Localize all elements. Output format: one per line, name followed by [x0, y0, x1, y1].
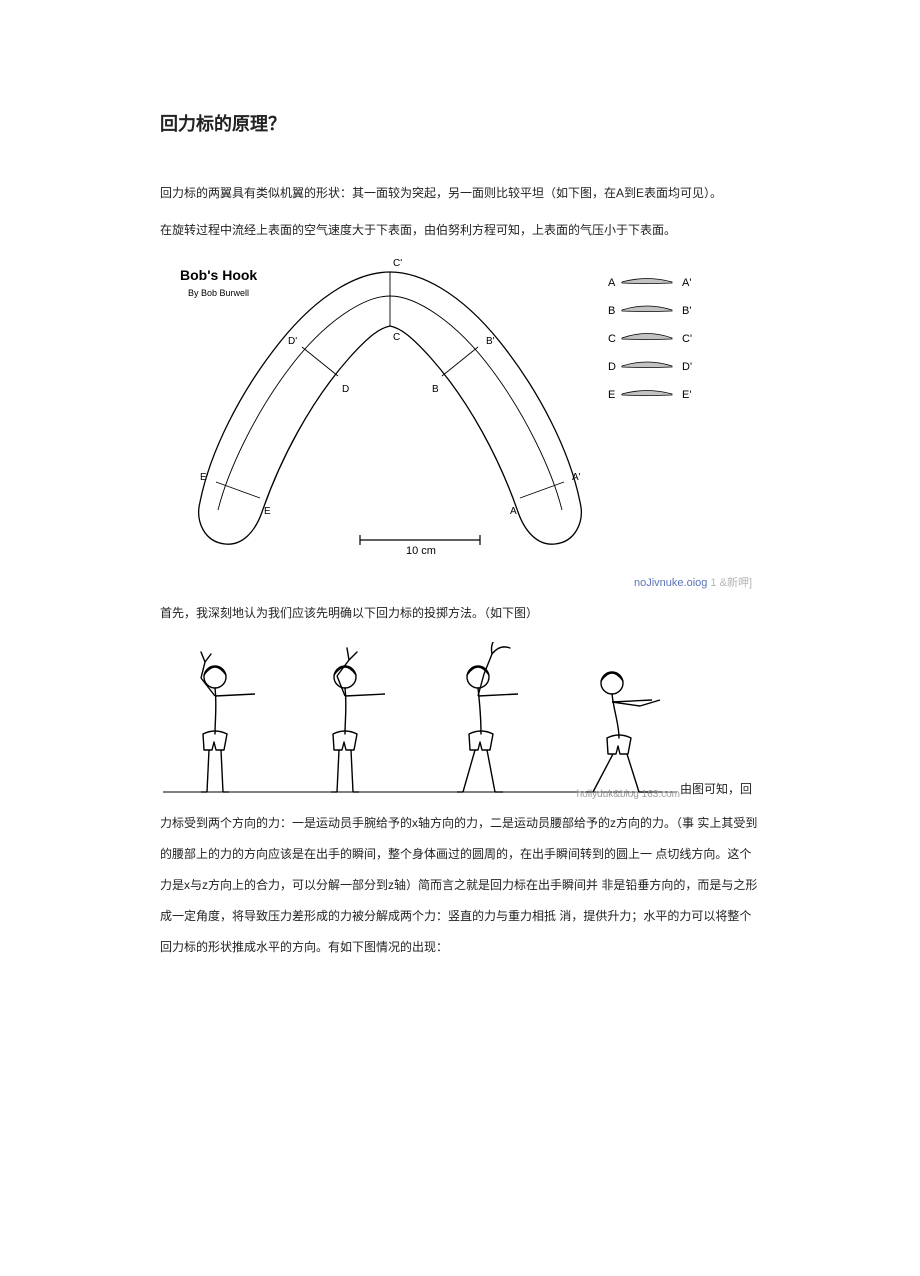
page-title: 回力标的原理？ [160, 110, 760, 136]
paragraph-1: 回力标的两翼具有类似机翼的形状：其一面较为突起，另一面则比较平坦（如下图，在A到… [160, 178, 760, 209]
throw-sequence-figure: hollyduk&blog 163.com [160, 642, 680, 802]
svg-text:B': B' [486, 336, 495, 347]
svg-text:E': E' [200, 472, 209, 483]
svg-text:B: B [432, 384, 439, 395]
credit-gray: 1 &新呷] [707, 577, 752, 589]
svg-text:Bob's Hook: Bob's Hook [180, 267, 257, 283]
svg-text:C: C [393, 332, 400, 343]
svg-text:By Bob Burwell: By Bob Burwell [188, 288, 249, 298]
svg-text:D': D' [682, 361, 692, 373]
boomerang-diagram: Bob's Hook By Bob Burwell C C' B B' A A' D D' E E' 1… [160, 252, 760, 572]
svg-text:B: B [608, 305, 615, 317]
svg-text:D: D [608, 361, 616, 373]
diagram-credit: noJivnuke.oiog 1 &新呷] [160, 574, 760, 590]
svg-text:A: A [510, 506, 517, 517]
paragraph-3: 首先，我深刻地认为我们应该先明确以下回力标的投掷方法。（如下图） [160, 598, 760, 629]
svg-text:C': C' [393, 258, 402, 269]
throw-signature: hollyduk&blog 163.com [530, 789, 680, 800]
svg-text:E: E [608, 389, 615, 401]
svg-text:A: A [608, 277, 616, 289]
credit-blue: noJivnuke.oiog [634, 577, 707, 589]
svg-text:B': B' [682, 305, 691, 317]
svg-text:C': C' [682, 333, 692, 345]
svg-text:10 cm: 10 cm [406, 545, 436, 557]
svg-text:C: C [608, 333, 616, 345]
svg-text:D: D [342, 384, 349, 395]
paragraph-4-body: 力标受到两个方向的力：一是运动员手腕给予的x轴方向的力，二是运动员腰部给予的z方… [160, 808, 760, 964]
svg-text:E: E [264, 506, 271, 517]
paragraph-2: 在旋转过程中流经上表面的空气速度大于下表面，由伯努利方程可知，上表面的气压小于下… [160, 215, 760, 246]
svg-text:E': E' [682, 389, 691, 401]
svg-text:A': A' [682, 277, 691, 289]
paragraph-4-lead: 由图可知，回 [680, 774, 752, 807]
svg-text:A': A' [572, 472, 581, 483]
svg-text:D': D' [288, 336, 297, 347]
